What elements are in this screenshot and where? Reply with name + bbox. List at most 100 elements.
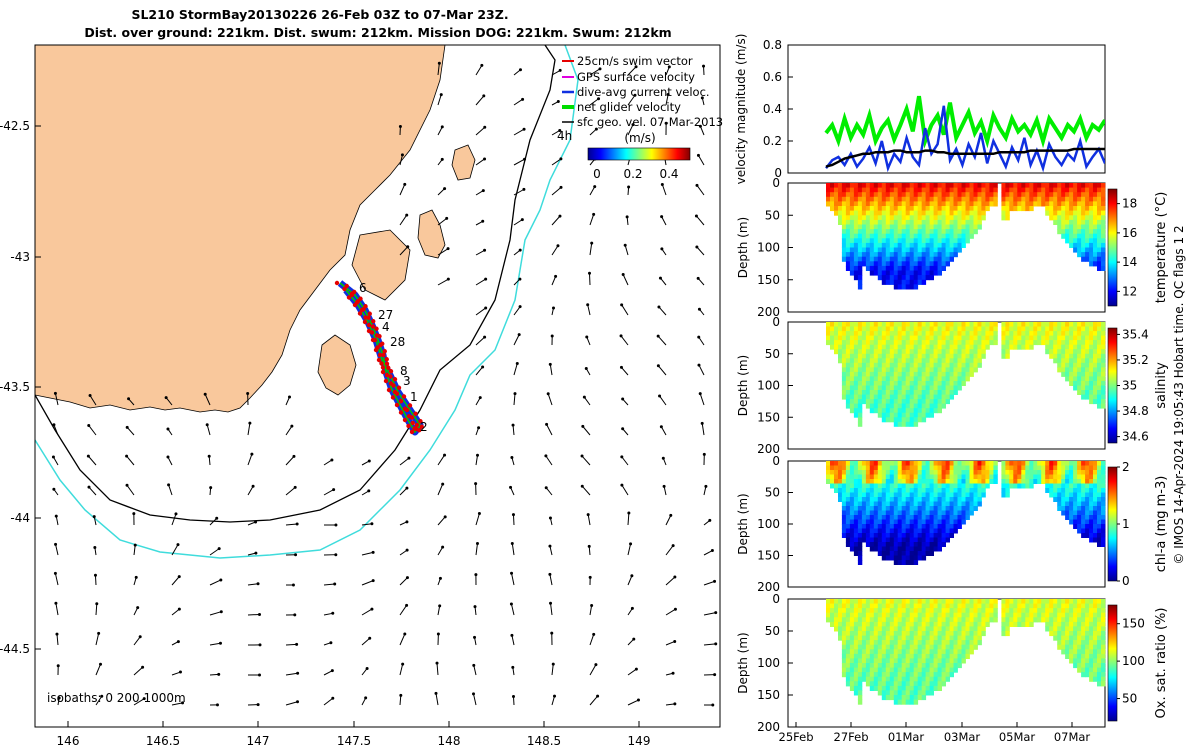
section-cell (897, 261, 903, 267)
section-cell (1045, 599, 1050, 605)
section-cell (885, 488, 891, 493)
section-cell (929, 608, 934, 614)
section-cell (1009, 326, 1014, 332)
section-cell (1033, 465, 1038, 471)
section-cell (861, 349, 867, 355)
section-cell (857, 252, 863, 258)
current-vector (133, 545, 136, 556)
section-cell (1045, 326, 1050, 332)
section-cell (885, 542, 891, 547)
section-cell (857, 465, 863, 471)
section-cell (957, 242, 962, 248)
section-cell (841, 497, 847, 502)
section-cell (845, 519, 851, 525)
section-cell (917, 461, 923, 466)
section-cell (1065, 229, 1070, 235)
section-cell (957, 367, 962, 373)
section-cell (893, 279, 899, 285)
section-cell (905, 399, 911, 405)
section-cell (853, 528, 859, 534)
section-cell (985, 344, 990, 350)
section-cell (897, 510, 903, 516)
section-cell (925, 381, 930, 386)
section-cell (905, 362, 911, 368)
current-vector (399, 457, 410, 466)
section-cell (1013, 201, 1018, 207)
current-vector-head (219, 578, 223, 582)
section-cell (841, 510, 847, 516)
section-cell (973, 229, 978, 235)
section-cell (1065, 599, 1070, 605)
section-cell (857, 644, 863, 650)
section-cell (945, 612, 950, 618)
section-cell (834, 621, 839, 627)
section-cell (949, 667, 954, 673)
section-cell (869, 261, 875, 267)
section-cell (1089, 479, 1094, 484)
section-cell (981, 335, 986, 341)
section-cell (937, 349, 942, 355)
section-cell (865, 362, 871, 368)
current-vector-head (548, 544, 552, 548)
section-cell (838, 210, 843, 216)
section-cell (893, 219, 899, 225)
current-vector (399, 695, 402, 706)
section-cell (925, 501, 930, 507)
section-cell (941, 238, 946, 244)
section-cell (1021, 340, 1026, 346)
section-cell (897, 524, 903, 529)
section-cell (905, 524, 911, 529)
section-cell (1053, 497, 1058, 502)
section-cell (849, 367, 855, 373)
section-cell (889, 201, 895, 207)
section-cell (877, 349, 883, 355)
section-cell (1101, 367, 1106, 373)
section-cell (1077, 483, 1082, 489)
section-cell (857, 270, 863, 276)
time-axis: 25Feb 27Feb 01Mar 03Mar 05Mar 07Mar (779, 722, 1090, 744)
section-cell (1061, 331, 1066, 337)
section-cell (897, 608, 903, 614)
current-vector (620, 335, 629, 346)
section-cell (869, 196, 875, 202)
section-cell (929, 497, 934, 502)
section-cell (1005, 206, 1010, 212)
section-cell (869, 681, 875, 687)
section-cell (1061, 224, 1066, 230)
section-cell (977, 465, 982, 471)
section-cell (1005, 187, 1010, 193)
section-cell (1029, 326, 1034, 332)
section-cell (945, 362, 950, 368)
current-vector-head (475, 541, 479, 545)
section-cell (957, 519, 962, 525)
section-cell (969, 201, 974, 207)
section-cell (1005, 326, 1010, 332)
section-cell (993, 479, 998, 484)
section-cell (1073, 385, 1078, 391)
section-cell (965, 349, 970, 355)
section-cell (877, 371, 883, 377)
section-cell (1021, 470, 1026, 475)
section-cell (925, 506, 930, 511)
current-vector-head (619, 334, 623, 338)
section-cell (857, 631, 863, 637)
section-cell (881, 224, 887, 230)
swim-vector-dot (398, 410, 404, 415)
section-cell (849, 187, 855, 193)
section-cell (849, 510, 855, 516)
section-cell (1037, 187, 1042, 193)
section-cell (1049, 479, 1054, 484)
section-cell (1081, 252, 1086, 258)
day-marker: 8 (400, 364, 408, 378)
current-vector-head (630, 574, 634, 578)
current-vector (95, 633, 100, 646)
section-cell (1033, 340, 1038, 346)
section-cell (905, 603, 911, 609)
section-cell (901, 394, 907, 400)
section-cell (1101, 635, 1106, 641)
section-cell (953, 242, 958, 248)
section-cell (857, 672, 863, 678)
current-vector-head (549, 601, 553, 605)
section-cell (913, 546, 919, 552)
section-cell (913, 626, 919, 632)
